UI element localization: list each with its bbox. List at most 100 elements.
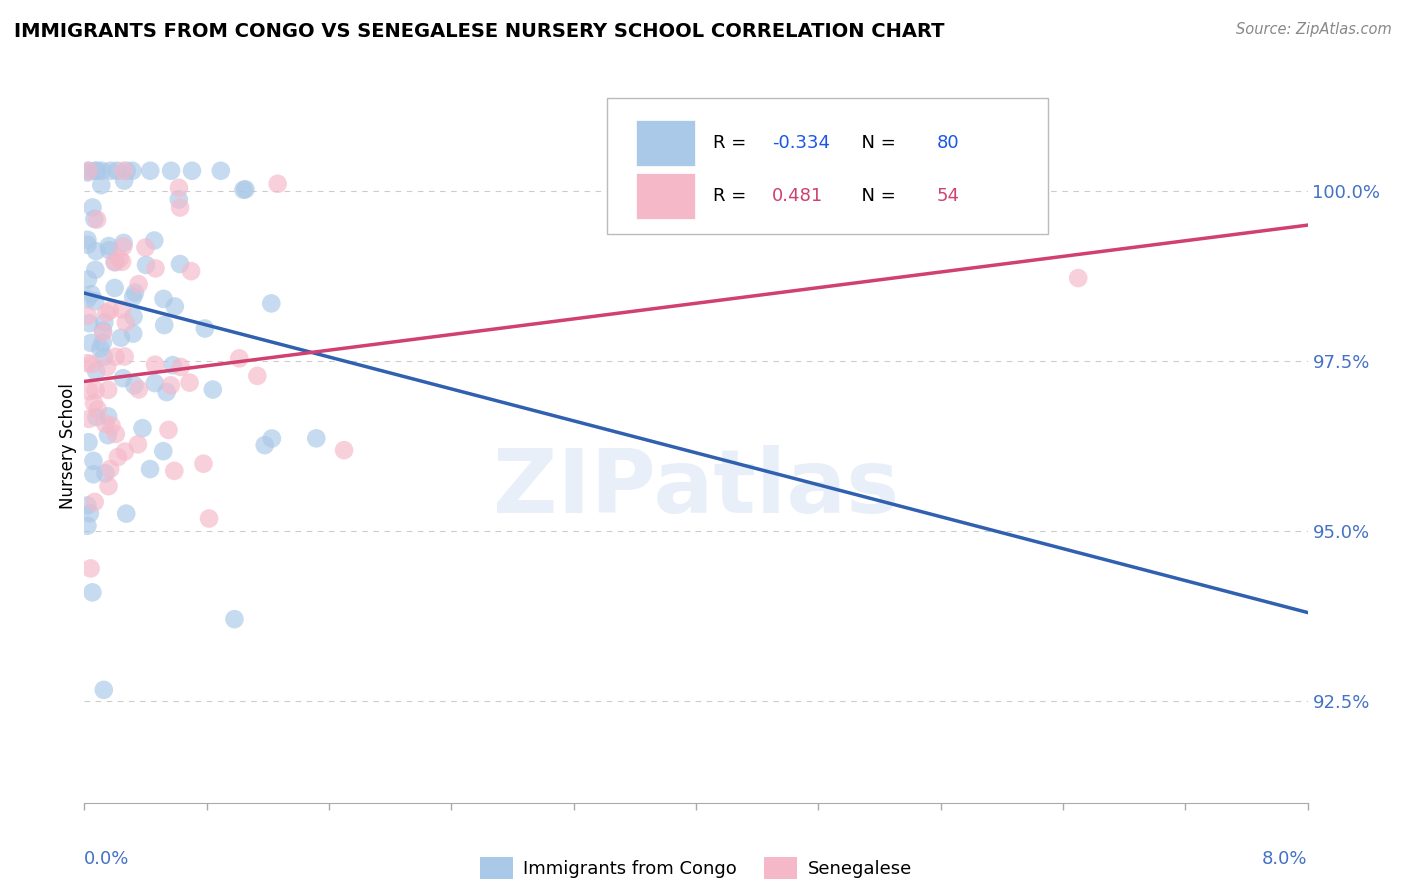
Point — [112, 235, 135, 250]
Point — [152, 444, 174, 458]
Point — [104, 255, 127, 269]
Point — [91, 163, 114, 178]
Point — [108, 252, 131, 266]
Point — [135, 258, 157, 272]
Text: N =: N = — [851, 187, 901, 205]
Point — [111, 302, 134, 317]
Point — [143, 376, 166, 391]
Point — [84, 364, 107, 378]
Point — [209, 163, 232, 178]
Point — [112, 163, 135, 178]
Point — [86, 212, 108, 227]
Point — [253, 438, 276, 452]
Point — [79, 316, 101, 330]
Point — [157, 423, 180, 437]
Point — [76, 233, 98, 247]
Point — [232, 183, 254, 197]
Point — [305, 431, 328, 445]
Point — [89, 342, 111, 356]
Point — [96, 359, 118, 374]
Point — [76, 518, 98, 533]
Text: 54: 54 — [936, 187, 960, 205]
Point — [80, 287, 103, 301]
Point — [98, 462, 121, 476]
Text: N =: N = — [851, 134, 901, 152]
Text: R =: R = — [713, 187, 758, 205]
Point — [86, 402, 108, 417]
Point — [152, 292, 174, 306]
Point — [77, 163, 100, 178]
Point — [124, 285, 146, 300]
Point — [77, 435, 100, 450]
Text: Source: ZipAtlas.com: Source: ZipAtlas.com — [1236, 22, 1392, 37]
Point — [79, 506, 101, 520]
Point — [100, 418, 122, 433]
Point — [128, 383, 150, 397]
Point — [97, 409, 120, 424]
Point — [112, 173, 135, 187]
Point — [79, 561, 101, 575]
Point — [97, 479, 120, 493]
Point — [76, 499, 98, 513]
Text: IMMIGRANTS FROM CONGO VS SENEGALESE NURSERY SCHOOL CORRELATION CHART: IMMIGRANTS FROM CONGO VS SENEGALESE NURS… — [14, 22, 945, 41]
Point — [93, 350, 115, 364]
Point — [153, 318, 176, 332]
Point — [97, 239, 120, 253]
Point — [77, 384, 100, 399]
Point — [82, 467, 104, 482]
Y-axis label: Nursery School: Nursery School — [59, 383, 77, 509]
Point — [76, 309, 98, 323]
Point — [84, 263, 107, 277]
Point — [246, 368, 269, 383]
Point — [103, 255, 125, 269]
Point — [201, 383, 224, 397]
Point — [105, 163, 128, 178]
Point — [77, 163, 100, 178]
Point — [93, 315, 115, 329]
Point — [114, 315, 136, 329]
Point — [94, 467, 117, 481]
Point — [91, 326, 114, 340]
Point — [180, 264, 202, 278]
Point — [115, 507, 138, 521]
Point — [235, 182, 257, 196]
Point — [159, 378, 181, 392]
Point — [77, 412, 100, 426]
Point — [84, 294, 107, 309]
Point — [76, 292, 98, 306]
Point — [114, 350, 136, 364]
Point — [134, 241, 156, 255]
Point — [122, 310, 145, 324]
Point — [228, 351, 250, 366]
Point — [90, 178, 112, 192]
Point — [82, 454, 104, 468]
Point — [104, 350, 127, 364]
Point — [115, 163, 138, 178]
Point — [76, 237, 98, 252]
Text: 80: 80 — [936, 134, 959, 152]
Point — [266, 177, 288, 191]
Text: ZIPatlas: ZIPatlas — [494, 445, 898, 533]
Point — [260, 296, 283, 310]
Text: R =: R = — [713, 134, 752, 152]
Point — [127, 437, 149, 451]
Point — [83, 495, 105, 509]
Point — [100, 163, 122, 178]
Point — [160, 163, 183, 178]
Point — [112, 239, 135, 253]
Point — [82, 201, 104, 215]
Point — [94, 417, 117, 431]
Legend: Immigrants from Congo, Senegalese: Immigrants from Congo, Senegalese — [472, 850, 920, 887]
Point — [91, 335, 114, 350]
Point — [93, 682, 115, 697]
Point — [84, 244, 107, 258]
Point — [124, 378, 146, 392]
Point — [97, 428, 120, 442]
Point — [91, 324, 114, 338]
Point — [110, 331, 132, 345]
Point — [82, 357, 104, 371]
Point — [98, 303, 121, 318]
Point — [181, 163, 204, 178]
Point — [83, 396, 105, 410]
Text: -0.334: -0.334 — [772, 134, 830, 152]
